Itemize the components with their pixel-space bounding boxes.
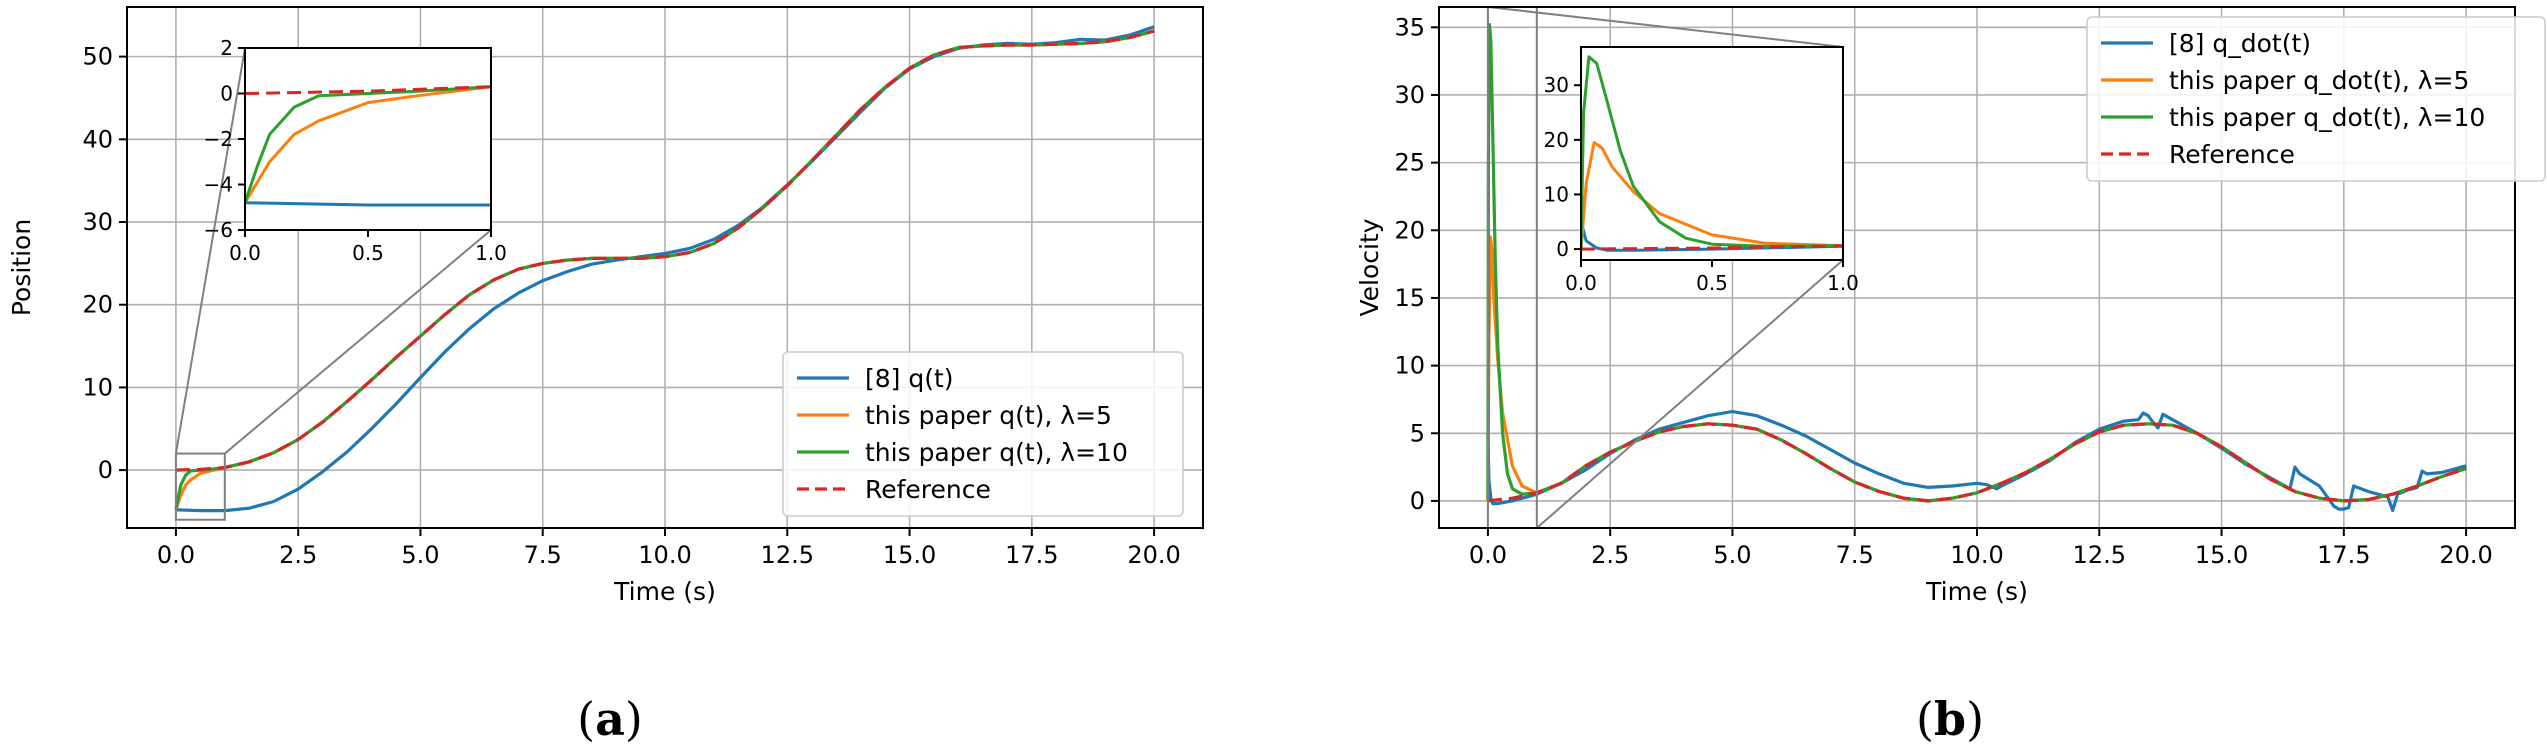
y-tick-label: 15 — [1394, 284, 1425, 312]
x-tick-label: 7.5 — [524, 541, 562, 569]
y-tick-label: 30 — [82, 208, 113, 236]
y-axis: 0 5 10 15 20 25 30 35 — [1394, 13, 1439, 515]
y-axis-label: Position — [7, 219, 36, 316]
x-axis-label: Time (s) — [613, 577, 716, 606]
x-tick-label: 17.5 — [1005, 541, 1058, 569]
inset-series-group — [1581, 55, 1843, 252]
y-tick-label: 30 — [1394, 81, 1425, 109]
panel-label-open: ( — [1916, 692, 1934, 746]
x-tick-label: 2.5 — [1591, 541, 1629, 569]
inset-y-tick-label: 20 — [1544, 128, 1569, 152]
inset-x-tick-label: 0.5 — [352, 241, 384, 265]
x-tick-label: 0.0 — [157, 541, 195, 569]
x-axis: 0.0 2.5 5.0 7.5 10.0 12.5 15.0 17.5 20.0 — [1469, 528, 2493, 569]
inset-series-line-1 — [1581, 141, 1843, 250]
series-line-3 — [175, 29, 1155, 472]
x-tick-label: 7.5 — [1836, 541, 1874, 569]
panel-label-open: ( — [577, 692, 595, 746]
x-tick-label: 12.5 — [761, 541, 814, 569]
legend: [8] q_dot(t)this paper q_dot(t), λ=5 this… — [2086, 16, 2546, 182]
x-tick-label: 5.0 — [401, 541, 439, 569]
x-tick-label: 12.5 — [2073, 541, 2126, 569]
inset-x-tick-label: 1.0 — [1827, 271, 1859, 295]
y-tick-label: 10 — [82, 373, 113, 401]
legend-entry-label: this paper q_dot(t), λ=5 — [2169, 66, 2469, 95]
inset-y-tick-label: 2 — [220, 36, 233, 60]
inset-x-tick-label: 1.0 — [475, 241, 507, 265]
inset-y-tick-label: 30 — [1544, 73, 1569, 97]
inset-series-line-3 — [1581, 244, 1843, 251]
x-tick-label: 20.0 — [2439, 541, 2492, 569]
x-tick-label: 20.0 — [1127, 541, 1180, 569]
zoom-connector-line — [1487, 6, 1844, 48]
inset-x-tick-label: 0.0 — [229, 241, 261, 265]
series-line-3 — [1487, 422, 2467, 503]
x-tick-label: 5.0 — [1713, 541, 1751, 569]
x-tick-label: 2.5 — [279, 541, 317, 569]
x-tick-label: 15.0 — [883, 541, 936, 569]
panel-label: (b) — [1916, 692, 1984, 746]
legend-box — [2086, 16, 2546, 182]
panel-label-letter: a — [595, 692, 625, 746]
legend-entry-label: [8] q_dot(t) — [2169, 29, 2311, 58]
inset-y-tick-label: −4 — [204, 173, 233, 197]
legend: [8] q(t) this paper q(t), λ=5 this paper q… — [782, 351, 1184, 517]
inset-y-tick-label: 0 — [1556, 237, 1569, 261]
legend-entry-label: this paper q(t), λ=5 — [865, 401, 1112, 430]
panel-label-close: ) — [1966, 692, 1984, 746]
x-tick-label: 15.0 — [2195, 541, 2248, 569]
legend-entry-label: Reference — [2169, 140, 2295, 169]
x-tick-label: 10.0 — [638, 541, 691, 569]
inset-axes: 0.0 0.5 1.0 −6 −4 −2 0 2 — [204, 36, 507, 265]
y-axis-label: Velocity — [1355, 218, 1384, 316]
legend-entry-label: [8] q(t) — [865, 364, 954, 393]
inset-series-line-2 — [1581, 55, 1843, 250]
inset-y-tick-label: 10 — [1544, 182, 1569, 206]
zoom-connector-line — [1536, 259, 1844, 529]
x-tick-label: 17.5 — [2317, 541, 2370, 569]
zoom-region-box — [174, 452, 226, 521]
series-group — [174, 25, 1155, 513]
inset-x-tick-label: 0.0 — [1565, 271, 1597, 295]
legend-entry-label: this paper q(t), λ=10 — [865, 438, 1128, 467]
x-axis-label: Time (s) — [1925, 577, 2028, 606]
legend-entry-label: Reference — [865, 475, 991, 504]
y-tick-label: 35 — [1394, 13, 1425, 41]
y-tick-label: 20 — [82, 291, 113, 319]
legend-box — [782, 351, 1184, 517]
inset-x-tick-label: 0.5 — [1696, 271, 1728, 295]
y-tick-label: 0 — [98, 456, 113, 484]
y-axis: 0 10 20 30 40 50 — [82, 43, 127, 484]
y-tick-label: 20 — [1394, 216, 1425, 244]
inset-background — [1581, 47, 1843, 260]
panel-label-letter: b — [1934, 692, 1966, 746]
panel-b: 0.0 2.5 5.0 7.5 10.0 12.5 15.0 17.5 20.0 0 5 10 15 20… — [1355, 6, 2546, 746]
y-tick-label: 5 — [1410, 419, 1425, 447]
panel-a: 0.0 2.5 5.0 7.5 10.0 12.5 15.0 17.5 20.001020304… — [7, 6, 1204, 746]
inset-y-tick-label: −6 — [204, 218, 233, 242]
inset-y-tick-label: 0 — [220, 82, 233, 106]
y-tick-label: 50 — [82, 43, 113, 71]
y-tick-label: 25 — [1394, 149, 1425, 177]
inset-y-tick-label: −2 — [204, 127, 233, 151]
inset-series-line-0 — [245, 201, 491, 207]
y-tick-label: 10 — [1394, 352, 1425, 380]
x-tick-label: 10.0 — [1950, 541, 2003, 569]
y-tick-label: 40 — [82, 125, 113, 153]
panel-label: (a) — [577, 692, 643, 746]
inset-background — [245, 48, 491, 230]
inset-axes: 0.0 0.5 1.0 0 10 20 30 — [1544, 46, 1859, 295]
zoom-connector-line — [224, 229, 492, 455]
x-tick-label: 0.0 — [1469, 541, 1507, 569]
y-tick-label: 0 — [1410, 487, 1425, 515]
x-axis: 0.0 2.5 5.0 7.5 10.0 12.5 15.0 17.5 20.0 — [157, 528, 1181, 569]
zoom-connector-line — [174, 47, 246, 454]
panel-label-close: ) — [625, 692, 643, 746]
legend-entry-label: this paper q_dot(t), λ=10 — [2169, 103, 2485, 132]
inset-series-group — [245, 85, 491, 207]
